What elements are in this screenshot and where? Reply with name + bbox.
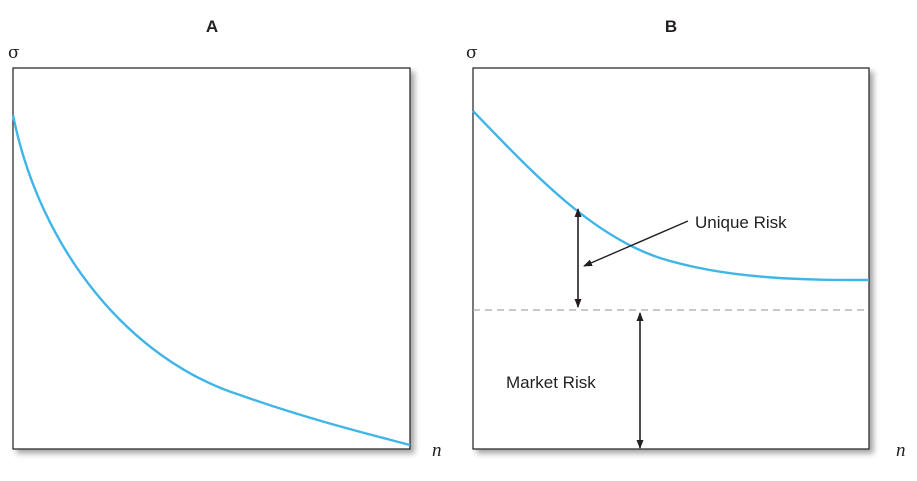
unique-risk-label: Unique Risk — [695, 213, 787, 232]
panel-a-title: A — [206, 17, 218, 36]
panel-a-y-axis-label: σ — [8, 43, 20, 63]
panel-a-plot-frame — [12, 67, 411, 450]
panel-a-total-risk-curve — [11, 114, 411, 447]
market-risk-label: Market Risk — [506, 373, 596, 392]
unique-risk-leader-arrow — [583, 220, 689, 267]
panel-b-y-axis-label: σ — [466, 43, 478, 63]
panel-b-plot-frame — [472, 67, 870, 450]
panel-b-total-risk-curve — [472, 110, 870, 282]
panel-b-title: B — [665, 17, 677, 36]
panel-a-x-axis-label: n — [432, 440, 442, 461]
panel-b: B σ Unique Risk Market Risk n — [466, 17, 906, 461]
panel-b-x-axis-label: n — [896, 440, 906, 461]
panel-a: A σ n — [8, 17, 442, 461]
